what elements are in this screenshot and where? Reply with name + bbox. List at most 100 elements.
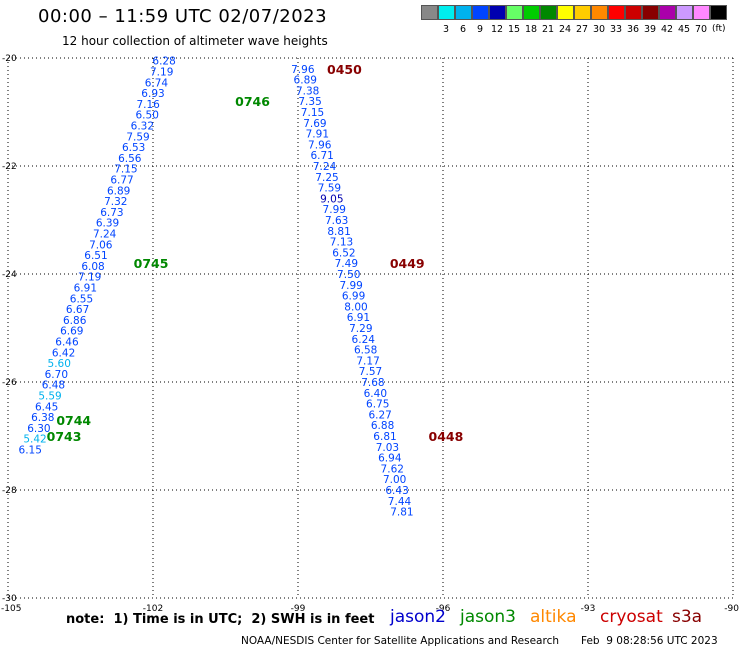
axis-ticks: -20 -22 -24 -26 -28 -30-105 -102 -99 -96 -93 -90 [1, 54, 739, 614]
legend-swatch [659, 5, 676, 20]
map-subtitle: 12 hour collection of altimeter wave hei… [62, 34, 328, 48]
swh-value-label: 7.44 [388, 496, 412, 508]
legend-swatch [608, 5, 625, 20]
swh-value-label: 6.89 [107, 185, 130, 197]
swh-value-label: 8.81 [327, 226, 350, 238]
swh-value-label: 6.69 [60, 326, 83, 338]
swh-value-label: 6.32 [131, 121, 154, 133]
map-grid [7, 57, 734, 599]
swh-value-label: 7.24 [313, 161, 337, 173]
swh-value-label: 5.59 [38, 391, 61, 403]
swh-value-label: 6.74 [145, 77, 169, 89]
legend-swatch [693, 5, 710, 20]
swh-value-label: 6.46 [55, 337, 79, 349]
legend-tick-label: 18 [524, 24, 538, 35]
swh-value-label: 7.63 [325, 215, 348, 227]
legend-tick-label: 45 [677, 24, 691, 35]
lon-tick-label: -99 [291, 604, 306, 614]
legend-swatch [710, 5, 727, 20]
legend-swatch [523, 5, 540, 20]
swh-value-label: 7.29 [349, 323, 372, 335]
swh-value-label: 7.38 [296, 85, 319, 97]
swh-value-label: 6.45 [35, 401, 58, 413]
swh-value-label: 7.17 [356, 355, 379, 367]
swh-value-label: 7.49 [335, 258, 358, 270]
legend-tick-label: 33 [609, 24, 623, 35]
swh-value-label: 6.51 [84, 250, 107, 262]
swh-value-label: 8.00 [344, 301, 367, 313]
swh-value-label: 6.52 [332, 247, 355, 259]
legend-swatch [455, 5, 472, 20]
swh-value-label: 7.16 [136, 99, 160, 111]
legend-tick-label: 21 [541, 24, 555, 35]
satellite-cryosat-label: cryosat [600, 607, 663, 627]
swh-value-label: 7.96 [308, 139, 332, 151]
swh-value-label: 6.93 [141, 88, 164, 100]
legend-swatch [421, 5, 438, 20]
swh-value-label: 7.59 [126, 131, 149, 143]
swh-value-label: 6.39 [96, 218, 119, 230]
swh-value-label: 6.91 [347, 312, 370, 324]
lat-tick-label: -28 [2, 486, 17, 496]
map-title: 00:00 – 11:59 UTC 02/07/2023 [38, 6, 328, 27]
pass-time-label: 0448 [429, 429, 464, 444]
swh-value-label: 6.91 [74, 283, 97, 295]
lon-tick-label: -96 [436, 604, 451, 614]
swh-value-label: 7.13 [330, 237, 353, 249]
satellite-jason2-label: jason2 [390, 607, 446, 627]
swh-value-label: 6.56 [118, 153, 142, 165]
legend-swatch [676, 5, 693, 20]
legend-swatch [489, 5, 506, 20]
legend-swatch [506, 5, 523, 20]
lat-tick-label: -24 [2, 270, 17, 280]
legend-tick-label: 9 [476, 24, 484, 35]
swh-value-label: 6.71 [310, 150, 333, 162]
swh-value-label: 7.00 [383, 474, 406, 486]
legend-swatch [540, 5, 557, 20]
lat-tick-label: -26 [2, 378, 17, 388]
swh-value-label: 6.42 [52, 347, 75, 359]
lon-tick-label: -90 [724, 604, 739, 614]
pass-time-label: 0744 [56, 413, 91, 428]
swh-value-label: 5.60 [48, 358, 71, 370]
swh-value-label: 7.62 [381, 463, 404, 475]
swh-value-label: 6.67 [66, 304, 89, 316]
swh-value-label: 7.96 [291, 64, 315, 76]
swh-value-label: 6.24 [352, 334, 376, 346]
lat-tick-label: -30 [2, 594, 17, 604]
satellite-s3a-label: s3a [672, 607, 703, 627]
swh-value-label: 7.59 [318, 183, 341, 195]
swh-value-label: 7.91 [306, 129, 329, 141]
satellite-jason3-label: jason3 [460, 607, 516, 627]
swh-value-label: 6.38 [31, 412, 54, 424]
lat-tick-label: -22 [2, 162, 17, 172]
units-note: note: 1) Time is in UTC; 2) SWH is in fe… [66, 612, 375, 627]
swh-value-label: 7.68 [361, 377, 384, 389]
swh-value-label: 7.24 [93, 229, 117, 241]
swh-value-label: 6.81 [373, 431, 396, 443]
swh-value-label: 6.73 [100, 207, 123, 219]
swh-observations: 6.287.196.746.937.166.506.327.596.536.56… [19, 56, 414, 519]
swh-value-label: 6.40 [364, 388, 387, 400]
swh-value-label: 6.53 [122, 142, 145, 154]
swh-value-label: 6.94 [378, 453, 402, 465]
swh-value-label: 7.15 [301, 107, 324, 119]
swh-value-label: 6.27 [368, 409, 391, 421]
swh-value-label: 7.25 [315, 172, 338, 184]
swh-value-label: 6.77 [110, 175, 133, 187]
swh-value-label: 6.88 [371, 420, 394, 432]
swh-value-label: 7.99 [339, 280, 362, 292]
swh-value-label: 7.15 [114, 164, 137, 176]
pass-time-label: 0449 [390, 256, 425, 271]
legend-swatch [642, 5, 659, 20]
swh-value-label: 7.32 [104, 196, 127, 208]
legend-tick-label: 6 [459, 24, 467, 35]
swh-value-label: 7.57 [359, 366, 382, 378]
swh-value-label: 7.03 [376, 442, 399, 454]
legend-tick-label: 12 [490, 24, 504, 35]
legend-tick-label: 30 [592, 24, 606, 35]
legend-tick-label: 39 [643, 24, 657, 35]
swh-value-label: 6.75 [366, 399, 389, 411]
swh-value-label: 6.50 [136, 110, 159, 122]
